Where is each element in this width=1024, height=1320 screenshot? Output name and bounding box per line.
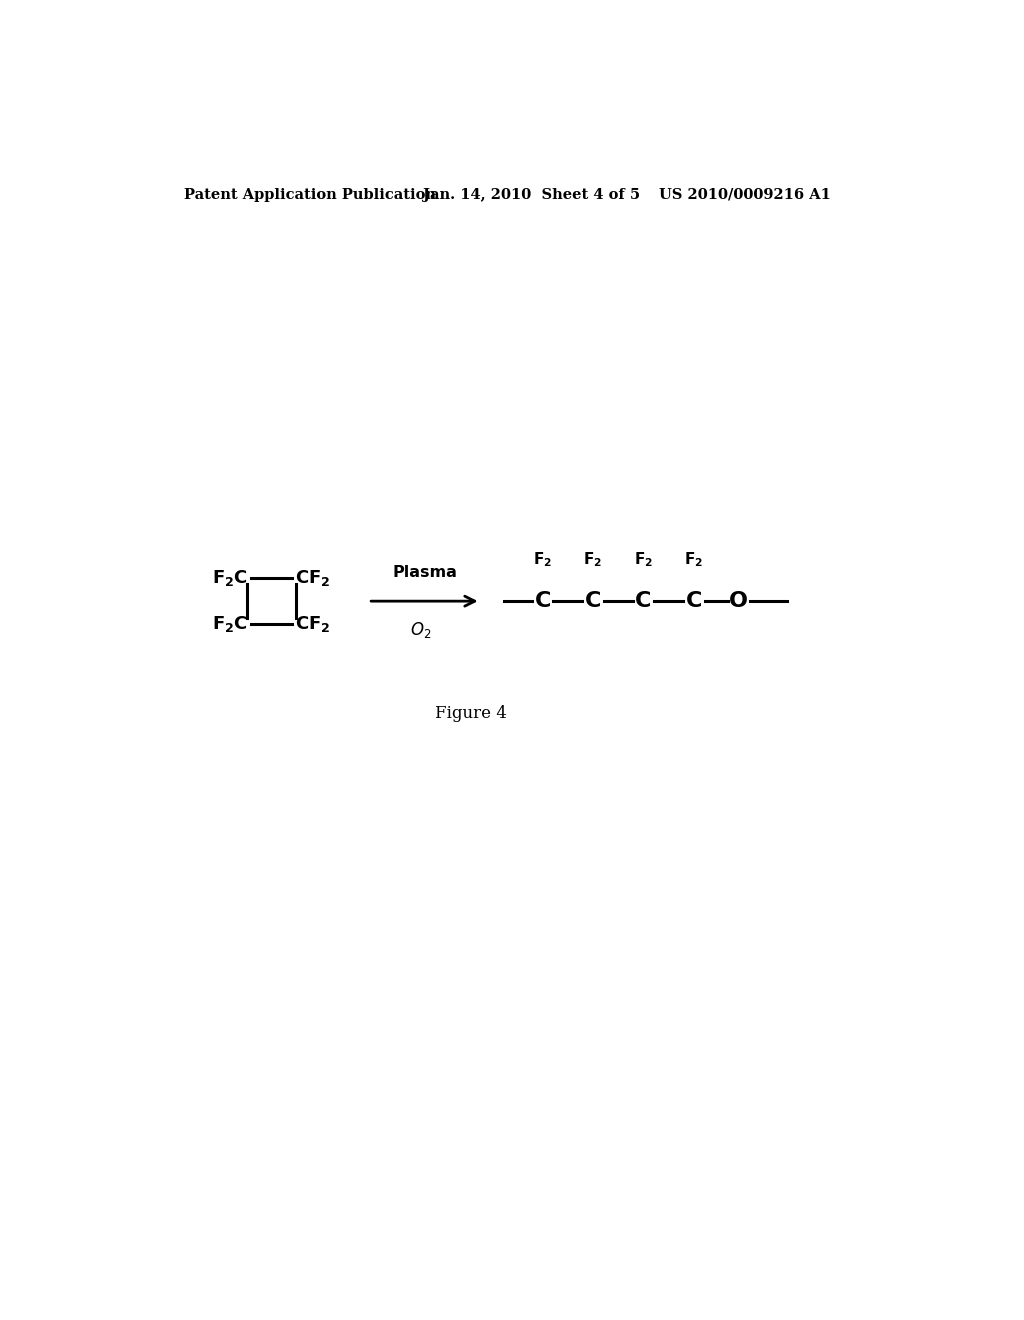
Text: C: C	[635, 591, 651, 611]
Text: $\mathbf{CF_2}$: $\mathbf{CF_2}$	[295, 568, 330, 587]
Text: C: C	[685, 591, 701, 611]
Text: Plasma: Plasma	[392, 565, 457, 579]
Text: $\mathbf{F_2C}$: $\mathbf{F_2C}$	[212, 614, 248, 634]
Text: O: O	[729, 591, 749, 611]
Text: Jan. 14, 2010  Sheet 4 of 5: Jan. 14, 2010 Sheet 4 of 5	[423, 187, 640, 202]
Text: Figure 4: Figure 4	[434, 705, 507, 722]
Text: US 2010/0009216 A1: US 2010/0009216 A1	[658, 187, 830, 202]
Text: $\mathbf{F_2C}$: $\mathbf{F_2C}$	[212, 568, 248, 587]
Text: Patent Application Publication: Patent Application Publication	[183, 187, 436, 202]
Text: $\mathbf{F_2}$: $\mathbf{F_2}$	[634, 550, 653, 569]
Text: $\mathbf{F_2}$: $\mathbf{F_2}$	[534, 550, 552, 569]
Text: $O_2$: $O_2$	[410, 620, 431, 640]
Text: $\mathbf{F_2}$: $\mathbf{F_2}$	[684, 550, 703, 569]
Text: $\mathbf{CF_2}$: $\mathbf{CF_2}$	[295, 614, 330, 634]
Text: $\mathbf{F_2}$: $\mathbf{F_2}$	[584, 550, 602, 569]
Text: C: C	[585, 591, 601, 611]
Text: C: C	[535, 591, 551, 611]
